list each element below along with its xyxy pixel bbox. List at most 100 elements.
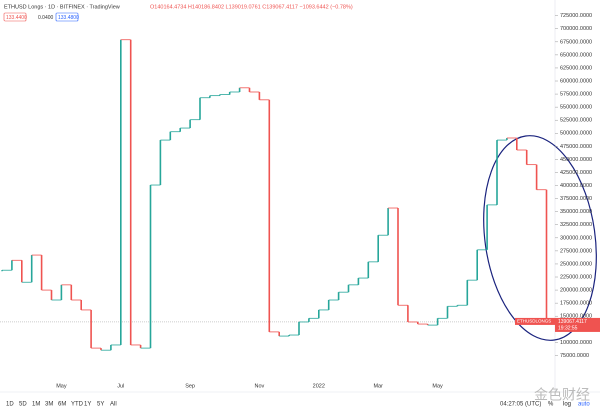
y-tick-label: 150000.0000 bbox=[560, 314, 592, 320]
y-tick-label: 275000.0000 bbox=[560, 248, 592, 254]
hand-drawn-circle bbox=[483, 135, 597, 341]
y-tick-label: 100000.0000 bbox=[560, 340, 592, 346]
x-tick-label: Jul bbox=[117, 383, 124, 389]
scale-option[interactable]: log bbox=[563, 402, 571, 408]
y-tick-label: 650000.0000 bbox=[560, 52, 592, 58]
y-tick-label: 225000.0000 bbox=[560, 274, 592, 280]
candle bbox=[129, 39, 132, 345]
candle bbox=[456, 305, 459, 307]
y-tick-label: 200000.0000 bbox=[560, 288, 592, 294]
y-tick-label: 450000.0000 bbox=[560, 157, 592, 163]
candle bbox=[70, 284, 73, 301]
candle bbox=[357, 278, 360, 285]
ohlc: O140164.4734 H140186.8402 L139019.0761 C… bbox=[150, 4, 353, 10]
range-button[interactable]: 1Y bbox=[84, 402, 91, 408]
candle bbox=[149, 185, 152, 349]
y-tick-label: 575000.0000 bbox=[560, 92, 592, 98]
candle bbox=[426, 324, 429, 326]
candle bbox=[436, 318, 439, 326]
candle bbox=[169, 131, 172, 141]
y-tick-label: 675000.0000 bbox=[560, 39, 592, 45]
price-label-name: ETHUSDLONGS bbox=[517, 319, 551, 324]
watermark: 金色财经 bbox=[534, 387, 590, 403]
candle bbox=[189, 119, 191, 129]
candle bbox=[110, 344, 112, 351]
x-tick-label: May bbox=[432, 383, 443, 389]
candle bbox=[1, 270, 3, 272]
badge bbox=[3, 12, 27, 22]
x-tick-label: 2022 bbox=[313, 383, 325, 389]
candle bbox=[60, 284, 63, 301]
badge-text: 133.4800 bbox=[58, 15, 79, 21]
candle bbox=[486, 204, 488, 250]
candle bbox=[40, 255, 43, 291]
candle bbox=[367, 261, 370, 279]
candle bbox=[397, 208, 399, 306]
range-button[interactable]: 6M bbox=[58, 402, 66, 408]
candle bbox=[268, 99, 271, 332]
y-tick-label: 625000.0000 bbox=[560, 65, 592, 71]
candle bbox=[219, 94, 221, 96]
candle bbox=[417, 321, 419, 325]
candle bbox=[288, 335, 290, 337]
y-tick-label: 250000.0000 bbox=[560, 261, 592, 267]
candle bbox=[327, 300, 330, 310]
y-tick-label: 75000.0000 bbox=[560, 353, 589, 359]
candle bbox=[347, 284, 350, 293]
range-button[interactable]: 5Y bbox=[97, 402, 104, 408]
badge bbox=[55, 12, 79, 22]
candle bbox=[21, 260, 23, 283]
range-button[interactable]: 1D bbox=[6, 402, 14, 408]
scale-option[interactable]: auto bbox=[578, 402, 590, 408]
candle bbox=[80, 300, 82, 310]
x-tick-label: Mar bbox=[373, 383, 383, 389]
badge-text: 0.0400 bbox=[38, 15, 54, 21]
range-button[interactable]: 3M bbox=[45, 402, 53, 408]
price-badge-bg bbox=[555, 317, 600, 332]
y-tick-label: 525000.0000 bbox=[560, 118, 592, 124]
y-tick-label: 375000.0000 bbox=[560, 196, 592, 202]
candle bbox=[278, 331, 280, 337]
chart-title: ETHUSD Longs · 1D · BITFINEX · TradingVi… bbox=[4, 4, 120, 10]
price-badge: 139067.4117 bbox=[558, 319, 587, 325]
candle bbox=[446, 306, 449, 319]
price-label-bg bbox=[515, 317, 555, 325]
candle bbox=[476, 249, 478, 281]
y-tick-label: 175000.0000 bbox=[560, 301, 592, 307]
y-tick-label: 500000.0000 bbox=[560, 131, 592, 137]
candle bbox=[545, 189, 548, 320]
clock: 04:27:05 (UTC) bbox=[500, 402, 541, 408]
candle bbox=[228, 91, 231, 95]
candle bbox=[535, 164, 538, 190]
candle bbox=[337, 292, 340, 301]
candle bbox=[258, 91, 261, 100]
y-tick-label: 600000.0000 bbox=[560, 78, 592, 84]
x-tick-label: Nov bbox=[255, 383, 265, 389]
candle bbox=[308, 318, 310, 322]
price-time: 19:32:55 bbox=[558, 325, 578, 331]
candle bbox=[238, 87, 241, 92]
range-button[interactable]: All bbox=[110, 402, 117, 408]
range-button[interactable]: 5D bbox=[19, 402, 27, 408]
candle bbox=[50, 290, 53, 301]
x-tick-label: May bbox=[56, 383, 67, 389]
y-tick-label: 400000.0000 bbox=[560, 183, 592, 189]
candle bbox=[159, 140, 162, 186]
range-button[interactable]: 1M bbox=[32, 402, 40, 408]
range-button[interactable]: YTD bbox=[71, 402, 84, 408]
y-tick-label: 425000.0000 bbox=[560, 170, 592, 176]
candle bbox=[298, 321, 300, 336]
scale-option[interactable]: % bbox=[548, 402, 554, 408]
y-tick-label: 700000.0000 bbox=[560, 26, 592, 32]
candle bbox=[248, 87, 251, 92]
candle bbox=[120, 39, 122, 345]
badge-text: 133.4400 bbox=[6, 15, 27, 21]
candle bbox=[30, 255, 33, 283]
y-tick-label: 475000.0000 bbox=[560, 144, 592, 150]
candle bbox=[506, 137, 508, 141]
y-tick-label: 300000.0000 bbox=[560, 235, 592, 241]
candle bbox=[466, 280, 469, 306]
